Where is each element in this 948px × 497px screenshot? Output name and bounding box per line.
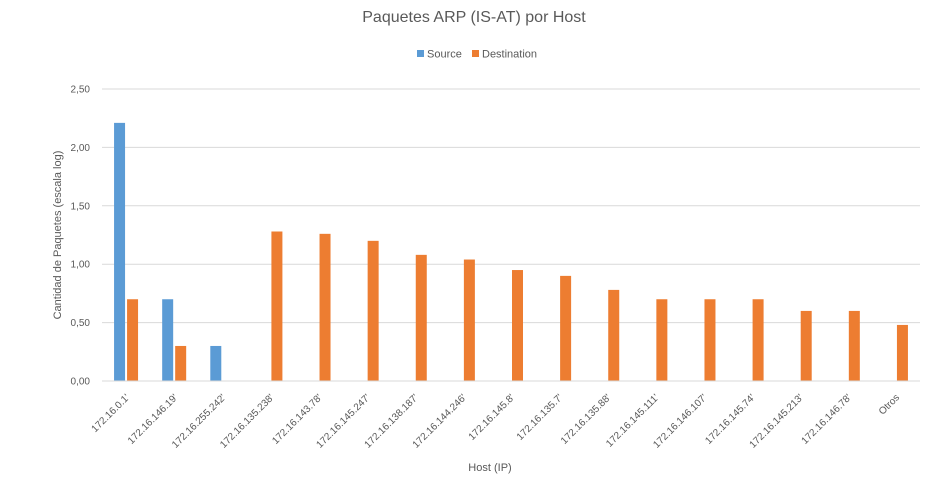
y-axis-ticks: 0,00 0,50 1,00 1,50 2,00 2,50 bbox=[71, 85, 91, 388]
x-tick-label: 172.16.145.8' bbox=[467, 392, 517, 442]
bar-destination bbox=[319, 233, 331, 381]
bar-destination bbox=[175, 345, 187, 381]
bar-destination bbox=[752, 299, 764, 381]
y-tick-label: 0,00 bbox=[71, 377, 91, 388]
y-tick-label: 2,00 bbox=[71, 143, 91, 154]
x-tick-label: 172.16.145.74' bbox=[703, 392, 757, 446]
x-tick-label: 172.16.0.1' bbox=[90, 392, 133, 435]
y-tick-label: 0,50 bbox=[71, 318, 91, 329]
x-tick-label: 172.16.135.7' bbox=[515, 392, 565, 442]
bar-destination bbox=[271, 231, 283, 381]
bar-destination bbox=[512, 270, 523, 381]
bar-destination bbox=[800, 310, 812, 381]
legend: Source Destination bbox=[417, 49, 537, 61]
x-tick-label: 172.16.135.88' bbox=[559, 392, 613, 446]
y-tick-label: 1,00 bbox=[71, 260, 91, 271]
bar-destination bbox=[608, 289, 620, 381]
bar-destination bbox=[127, 299, 139, 381]
x-tick-label: Otros bbox=[877, 392, 902, 417]
y-tick-label: 1,50 bbox=[71, 201, 91, 212]
bar-source bbox=[210, 345, 222, 381]
legend-swatch-destination bbox=[472, 50, 479, 57]
y-axis-label: Cantidad de Paquetes (escala log) bbox=[52, 151, 64, 320]
legend-swatch-source bbox=[417, 50, 424, 57]
bar-source bbox=[114, 122, 126, 381]
y-tick-label: 2,50 bbox=[71, 85, 91, 96]
x-tick-label: 172.16.146.78' bbox=[800, 392, 854, 446]
bar-destination bbox=[415, 254, 427, 381]
legend-label-destination: Destination bbox=[482, 49, 537, 61]
chart-title: Paquetes ARP (IS-AT) por Host bbox=[362, 9, 586, 26]
bar-destination bbox=[896, 324, 908, 381]
x-tick-label: 172.16.143.78' bbox=[270, 392, 324, 446]
x-tick-label: 172.16.146.19' bbox=[126, 392, 180, 446]
gridlines bbox=[102, 88, 920, 324]
x-axis-label: Host (IP) bbox=[468, 462, 511, 474]
bar-destination bbox=[848, 310, 860, 381]
legend-label-source: Source bbox=[427, 49, 462, 61]
bar-destination bbox=[656, 299, 668, 381]
bar-destination bbox=[560, 275, 572, 381]
bar-destination bbox=[367, 240, 379, 381]
bar-destination bbox=[463, 259, 475, 381]
bar-destination bbox=[704, 299, 716, 381]
bar-source bbox=[162, 299, 174, 381]
bars bbox=[114, 122, 908, 381]
x-axis-ticks: 172.16.0.1'172.16.146.19'172.16.255.242'… bbox=[90, 392, 902, 450]
